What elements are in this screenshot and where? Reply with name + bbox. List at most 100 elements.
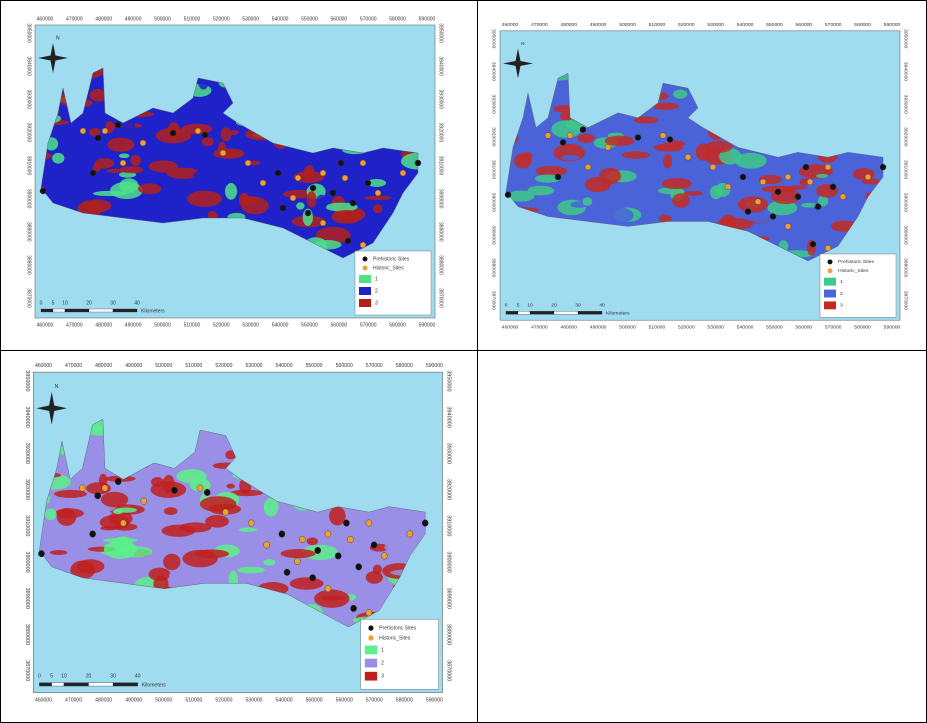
land-class-patch (307, 538, 318, 546)
historic-site (294, 558, 300, 565)
historic-site (140, 140, 146, 146)
historic-site (840, 194, 846, 200)
x-coordinate-label: 560000 (796, 22, 813, 28)
historic-site (807, 179, 813, 185)
x-coordinate-label: 500000 (619, 22, 636, 28)
y-coordinate-label: 3930000 (438, 90, 444, 110)
x-coordinate-label: 460000 (35, 363, 52, 369)
land-class-patch (193, 171, 206, 187)
x-coordinate-label: 530000 (245, 698, 262, 704)
scale-bar-segment (52, 683, 64, 686)
historic-site (400, 170, 406, 176)
scale-label: 10 (527, 303, 533, 309)
prehistoric-site (667, 137, 673, 143)
y-coordinate-label: 3870000 (445, 660, 451, 681)
y-coordinate-label: 3920000 (903, 127, 909, 146)
x-coordinate-label: 470000 (531, 324, 548, 330)
land-class-patch (169, 570, 199, 582)
land-class-patch (44, 509, 56, 521)
legend-historic-marker (368, 635, 373, 640)
legend-prehistoric-marker (828, 259, 833, 264)
map: 4600004600004700004700004800004800004900… (1, 1, 477, 345)
x-coordinate-label: 510000 (184, 322, 201, 328)
land-class-patch (801, 203, 817, 208)
prehistoric-site (830, 184, 836, 190)
legend-label: Historic_Sites (379, 635, 411, 641)
legend-label: Historic_Sites (373, 265, 404, 271)
x-coordinate-label: 580000 (389, 16, 406, 22)
land-class-patch (177, 469, 207, 483)
land-class-patch (110, 182, 143, 199)
prehistoric-site (275, 170, 281, 176)
north-label: N (56, 35, 60, 41)
y-coordinate-label: 3910000 (24, 515, 30, 536)
land-class-patch (296, 202, 304, 209)
legend-swatch (824, 301, 836, 309)
x-coordinate-label: 550000 (306, 363, 323, 369)
y-coordinate-label: 3940000 (26, 56, 32, 76)
historic-site (366, 609, 372, 616)
y-coordinate-label: 3920000 (445, 479, 451, 500)
x-coordinate-label: 490000 (590, 22, 607, 28)
y-coordinate-label: 3920000 (24, 479, 30, 500)
land-class-patch (672, 193, 689, 207)
x-coordinate-label: 560000 (796, 324, 813, 330)
x-coordinate-label: 590000 (884, 22, 901, 28)
y-coordinate-label: 3900000 (24, 551, 30, 572)
y-coordinate-label: 3950000 (445, 370, 451, 391)
historic-site (223, 509, 229, 516)
prehistoric-site (284, 569, 290, 576)
x-coordinate-label: 510000 (185, 363, 202, 369)
land-class-patch (183, 550, 218, 568)
scale-unit: Kilometers (606, 311, 630, 317)
prehistoric-site (371, 542, 377, 549)
prehistoric-site (330, 190, 336, 196)
x-coordinate-label: 540000 (276, 363, 293, 369)
prehistoric-site (350, 200, 356, 206)
legend-label: 1 (840, 279, 843, 285)
x-coordinate-label: 460000 (35, 698, 52, 704)
map-frame: 4600004600004700004700004800004800004900… (24, 363, 451, 704)
historic-site (102, 485, 108, 492)
x-coordinate-label: 490000 (590, 324, 607, 330)
y-coordinate-label: 3930000 (24, 443, 30, 464)
historic-site (585, 164, 591, 170)
land-class-patch (187, 191, 222, 207)
land-class-patch (577, 134, 594, 143)
prehistoric-site (95, 135, 101, 141)
historic-site (381, 553, 387, 560)
scale-label: 10 (61, 673, 67, 679)
historic-site (360, 160, 366, 166)
x-coordinate-label: 540000 (272, 16, 289, 22)
historic-site (325, 585, 331, 592)
y-coordinate-label: 3890000 (26, 222, 32, 242)
legend-swatch (824, 290, 836, 298)
land-class-patch (52, 153, 64, 164)
scale-bar-segment (530, 311, 554, 314)
y-coordinate-label: 3880000 (24, 624, 30, 645)
x-coordinate-label: 470000 (531, 22, 548, 28)
land-class-patch (138, 183, 161, 194)
x-coordinate-label: 500000 (155, 363, 172, 369)
land-class-patch (67, 151, 102, 158)
historic-site (545, 133, 551, 139)
historic-site (79, 485, 85, 492)
x-coordinate-label: 530000 (242, 16, 259, 22)
prehistoric-site (90, 531, 96, 538)
scale-label: 40 (134, 300, 140, 306)
prehistoric-site (171, 487, 177, 494)
scale-label: 20 (551, 303, 557, 309)
prehistoric-site (280, 205, 286, 211)
prehistoric-site (745, 209, 751, 215)
x-coordinate-label: 560000 (336, 363, 353, 369)
land-class-patch (162, 525, 196, 537)
land-class-patch (710, 185, 722, 199)
y-coordinate-label: 3880000 (445, 624, 451, 645)
legend-swatch (359, 287, 371, 295)
figure-grid: 4600004600004700004700004800004800004900… (0, 0, 927, 723)
x-coordinate-label: 540000 (737, 22, 754, 28)
legend-label: 3 (840, 303, 843, 309)
land-class-patch (119, 153, 130, 158)
land-class-patch (561, 155, 580, 161)
y-coordinate-label: 3940000 (24, 406, 30, 427)
